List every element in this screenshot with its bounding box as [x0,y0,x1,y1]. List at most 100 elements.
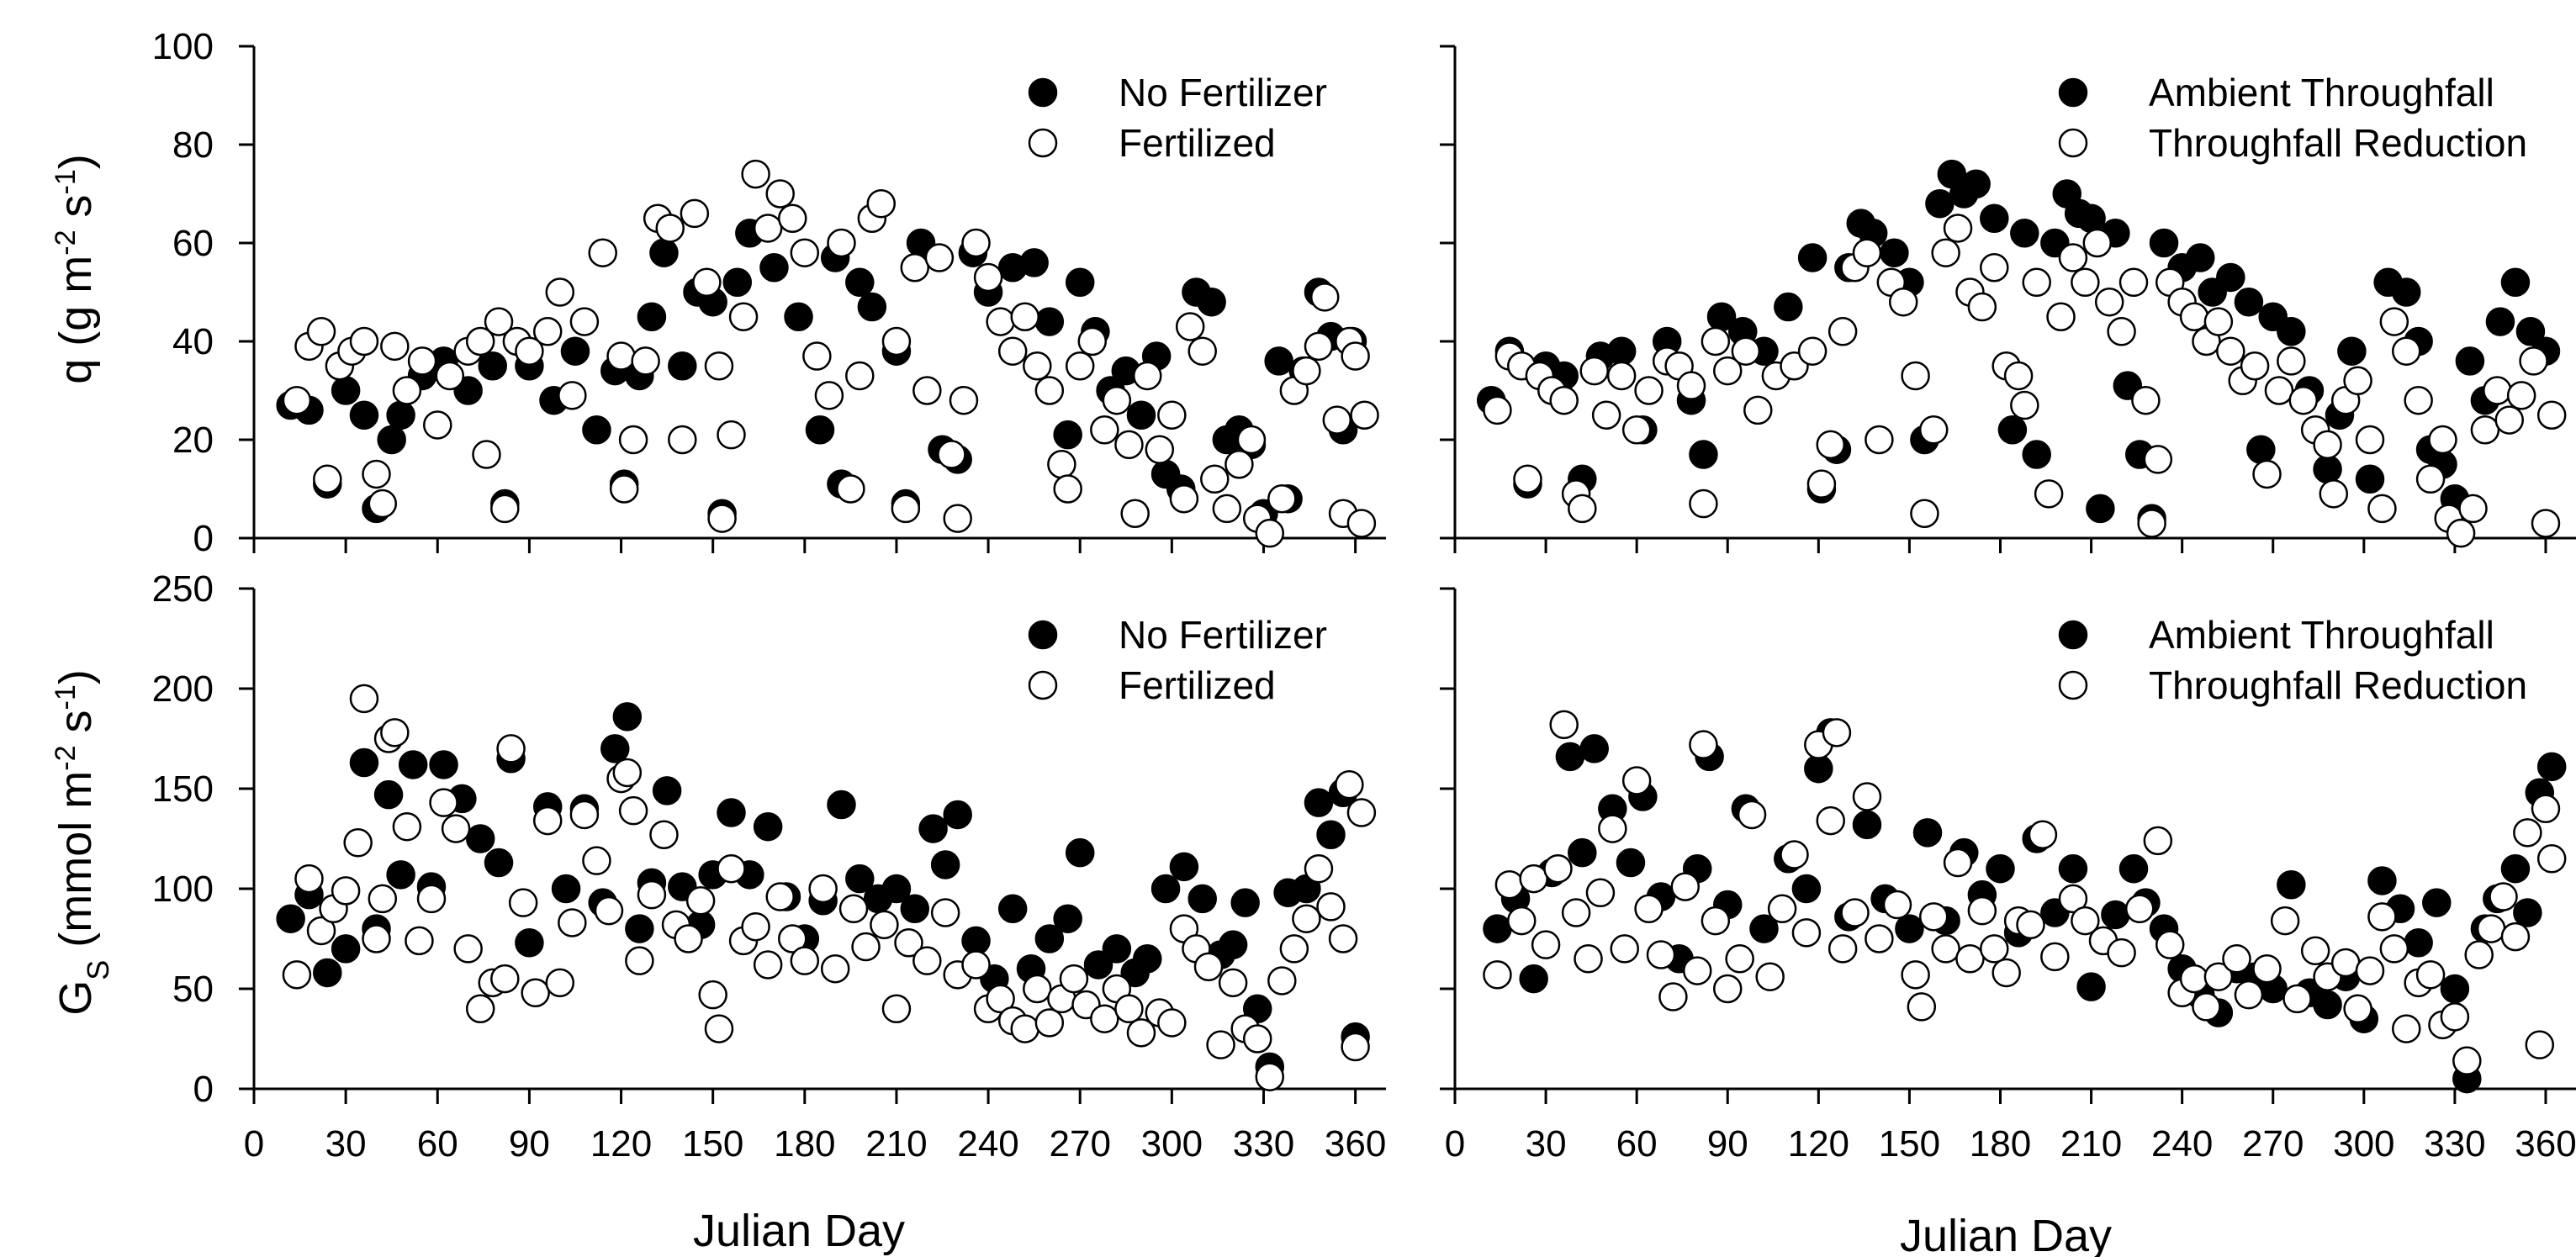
data-point [707,504,737,533]
data-point [802,341,832,371]
x-tick-label: 0 [244,1123,264,1165]
series-open [282,159,1379,548]
data-point [1083,950,1113,980]
data-point [478,351,508,381]
y-tick-label: 200 [152,668,214,710]
data-point [2343,994,2372,1024]
data-point [2313,454,2342,484]
data-point [1606,361,1637,391]
data-point [1621,766,1652,795]
data-point [961,950,991,980]
data-point [532,317,563,346]
data-point [943,504,972,533]
data-point [2107,317,2136,346]
x-tick-label: 120 [1788,1123,1849,1165]
data-point [2028,820,2058,849]
data-point [2252,953,2282,984]
y-tick-label: 0 [193,1069,214,1110]
data-point [961,926,991,956]
x-tick-label: 30 [1526,1123,1567,1165]
data-point [1218,968,1248,998]
data-point [845,267,875,298]
data-point [1634,376,1664,405]
x-tick-label: 150 [682,1123,743,1165]
data-point [1797,243,1828,272]
data-point [2531,509,2561,538]
data-point [2531,794,2561,824]
data-point [722,267,753,298]
data-point [1561,898,1591,927]
data-point [1483,395,1512,425]
data-point [282,385,312,415]
data-point [1880,238,1909,267]
data-point [1494,869,1525,900]
y-tick-label: 20 [172,420,214,461]
data-point [2046,302,2076,331]
data-point [728,302,759,331]
data-point [930,898,960,927]
data-point [2022,440,2051,469]
data-point [362,459,391,489]
x-tick-label: 300 [2333,1123,2394,1165]
legend: No Fertilizer Fertilized [1028,613,1327,707]
data-point [1585,878,1616,908]
data-point [2118,267,2149,298]
data-point [2440,974,2470,1004]
y-tick-label: 50 [172,969,214,1010]
data-point [790,238,820,267]
data-point [1791,918,1822,948]
data-point [1992,958,2021,988]
data-point [1579,734,1609,763]
data-point [2040,942,2070,972]
data-point [2458,494,2488,524]
data-point [1157,400,1187,430]
data-point [349,326,379,357]
data-point [1780,840,1809,869]
data-point [2118,853,2149,884]
data-point [704,1014,734,1043]
data-point [1701,326,1731,357]
data-point [1242,1024,1272,1054]
data-point [423,410,452,440]
data-point [1598,814,1627,843]
data-point [1267,483,1297,514]
data-point [2076,972,2106,1001]
legend-label: Ambient Throughfall [2149,613,2494,657]
data-point [1806,469,1837,499]
data-point [2391,1014,2421,1043]
data-point [1034,376,1065,405]
data-point [508,888,538,917]
data-point [827,228,856,258]
data-point [582,846,611,875]
data-point [1543,853,1573,884]
data-point [986,984,1015,1014]
x-tick-label: 210 [865,1123,927,1165]
legend-marker [2058,77,2088,108]
data-point [594,895,624,926]
data-point [1059,964,1089,994]
data-point [2143,826,2173,856]
data-point [1822,718,1852,747]
data-point [2415,960,2446,990]
legend-marker [1028,128,1058,158]
data-point [2452,1046,2482,1075]
data-point [429,750,458,779]
data-point [2010,219,2039,248]
data-point [2086,494,2115,524]
data-point [2506,381,2536,410]
legend-marker [1028,77,1058,108]
data-point [900,894,930,924]
data-point [1023,974,1052,1004]
data-point [2536,752,2567,782]
data-point [778,203,807,233]
data-point [2016,910,2045,940]
data-point [805,415,835,445]
data-point [698,980,727,1010]
data-point [294,864,324,894]
data-point [558,908,587,937]
data-point [765,179,795,209]
data-point [2500,267,2531,298]
data-point [1341,341,1370,371]
data-point [545,277,575,307]
